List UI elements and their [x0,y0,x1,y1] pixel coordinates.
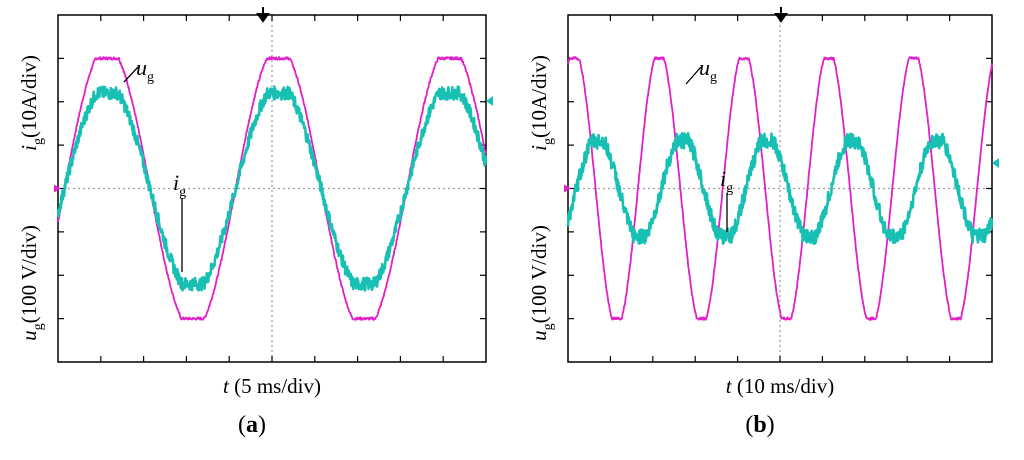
series-ug-line [567,56,993,321]
series-ug-line [57,56,487,321]
svg-text:ug(100 V/div): ug(100 V/div) [17,225,46,341]
ug-annotation-label: ug [136,55,154,85]
y-axis-label-bottom: ug(100 V/div) [17,225,46,341]
series-ig-line [56,85,488,292]
ig-channel-marker-icon [486,96,493,106]
panel-caption: (b) [745,412,774,438]
chart-panel-b: ug ig ig(10A/div) ug(100 V/div) t (10 ms/div… [512,0,1024,460]
ug-annotation-pointer [123,66,139,83]
chart-a-svg: ug ig ig(10A/div) ug(100 V/div) t (5 ms/div)… [17,7,493,438]
trigger-marker-icon [774,7,788,23]
svg-text:ig(10A/div): ig(10A/div) [17,55,46,151]
x-axis-label: t (10 ms/div) [726,374,835,398]
ig-channel-marker-icon [992,158,999,168]
chart-panel-a: ug ig ig(10A/div) ug(100 V/div) t (5 ms/div)… [17,7,493,438]
ig-annotation-label: ig [720,166,733,196]
ig-annotation-label: ig [173,170,186,200]
ug-annotation-label: ug [699,55,717,85]
x-axis-label: t (5 ms/div) [223,374,321,398]
ug-annotation-pointer [685,66,702,85]
ug-channel-marker-icon [564,184,571,193]
y-axis-label-top: ig(10A/div) [527,55,556,151]
svg-text:ug(100 V/div): ug(100 V/div) [527,225,556,341]
trigger-marker-icon [256,7,270,23]
panel-caption: (a) [238,412,266,438]
y-axis-label-bottom: ug(100 V/div) [527,225,556,341]
y-axis-label-top: ig(10A/div) [17,55,46,151]
svg-text:ig(10A/div): ig(10A/div) [527,55,556,151]
chart-b-svg: ug ig ig(10A/div) ug(100 V/div) t (10 ms/div… [527,7,999,438]
ug-channel-marker-icon [54,184,61,193]
series-ig-line [566,132,994,245]
